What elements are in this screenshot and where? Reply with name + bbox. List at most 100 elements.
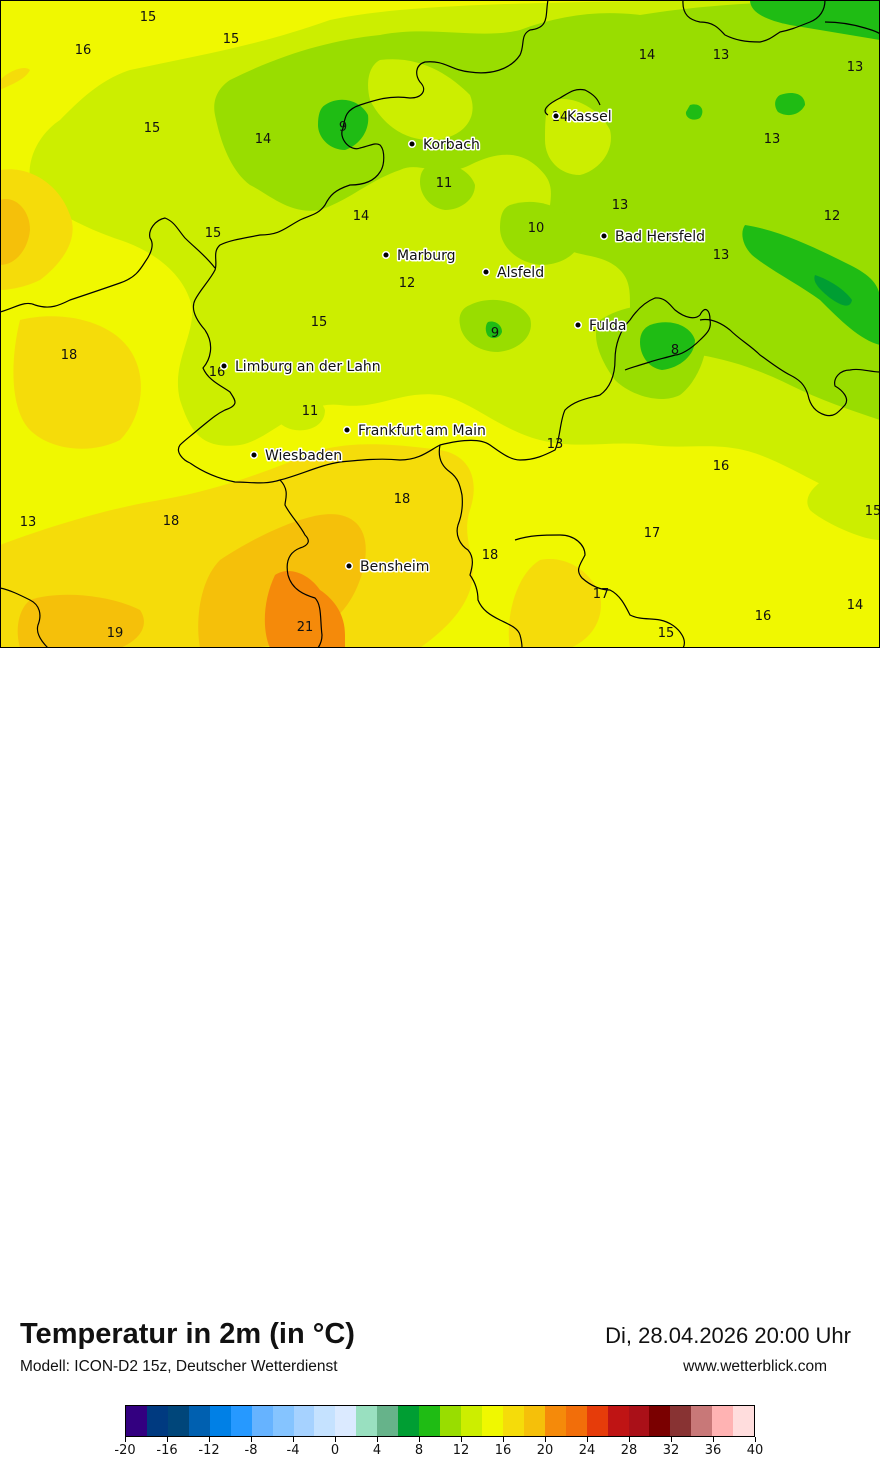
colorbar-tick-label: -4 <box>286 1443 300 1458</box>
colorbar-bin <box>502 1406 524 1436</box>
temperature-value: 13 <box>20 515 37 530</box>
city-dot-icon <box>481 267 491 277</box>
colorbar-tick <box>335 1437 336 1442</box>
city-label: Bensheim <box>360 559 429 575</box>
city-marker: Fulda <box>573 317 628 336</box>
colorbar-tick <box>545 1437 546 1442</box>
city-marker: Kassel <box>551 108 613 127</box>
colorbar-bin <box>167 1406 189 1436</box>
temperature-value: 15 <box>658 626 675 641</box>
city-dot-icon <box>249 450 259 460</box>
temperature-value: 15 <box>311 315 328 330</box>
colorbar-tick-label: 16 <box>494 1443 512 1458</box>
colorbar-bin <box>649 1406 671 1436</box>
colorbar-tick <box>377 1437 378 1442</box>
colorbar-bin <box>398 1406 420 1436</box>
temperature-value: 18 <box>163 514 180 529</box>
state-borders <box>0 0 880 648</box>
city-marker: Limburg an der Lahn <box>219 358 382 377</box>
temperature-value: 15 <box>144 121 161 136</box>
temperature-value: 14 <box>353 209 370 224</box>
temperature-value: 10 <box>528 221 545 236</box>
temperature-value: 16 <box>713 459 730 474</box>
colorbar-bin <box>146 1406 168 1436</box>
temperature-map: 15 15 16 14 13 13 14 9 15 14 13 11 13 14 12 10 15 13 12 15 1… <box>0 0 880 648</box>
website-link[interactable]: www.wetterblick.com <box>683 1358 827 1375</box>
temperature-value: 19 <box>107 626 124 641</box>
city-marker: Marburg <box>381 247 457 266</box>
colorbar-tick-label: 32 <box>662 1443 680 1458</box>
city-dot-icon <box>381 250 391 260</box>
colorbar-tick-label: 0 <box>330 1443 340 1458</box>
city-label: Fulda <box>589 318 627 334</box>
temperature-value: 12 <box>399 276 416 291</box>
colorbar-bin <box>544 1406 566 1436</box>
colorbar-bin <box>293 1406 315 1436</box>
city-dot-icon <box>551 111 561 121</box>
temperature-value: 15 <box>865 504 880 519</box>
temperature-value: 11 <box>302 404 319 419</box>
city-marker: Frankfurt am Main <box>342 422 487 441</box>
colorbar-tick-label: -8 <box>244 1443 258 1458</box>
temperature-value: 14 <box>255 132 272 147</box>
city-marker: Wiesbaden <box>249 447 344 466</box>
colorbar-bin <box>628 1406 650 1436</box>
city-label: Kassel <box>567 109 612 125</box>
colorbar-tick <box>461 1437 462 1442</box>
colorbar-tick-label: 4 <box>372 1443 382 1458</box>
temperature-value: 15 <box>223 32 240 47</box>
city-label: Frankfurt am Main <box>358 423 486 439</box>
city-marker: Bensheim <box>344 558 431 577</box>
city-label: Marburg <box>397 248 456 264</box>
temperature-value: 14 <box>847 598 864 613</box>
colorbar-bin <box>335 1406 357 1436</box>
colorbar-bin <box>314 1406 336 1436</box>
colorbar-tick-label: 24 <box>578 1443 596 1458</box>
colorbar-bin <box>209 1406 231 1436</box>
colorbar-tick <box>503 1437 504 1442</box>
colorbar-bin <box>356 1406 378 1436</box>
colorbar-tick-label: -16 <box>156 1443 178 1458</box>
colorbar-bin <box>251 1406 273 1436</box>
temperature-field: 15 15 16 14 13 13 14 9 15 14 13 11 13 14 12 10 15 13 12 15 1… <box>0 0 880 648</box>
city-dot-icon <box>219 361 229 371</box>
temperature-value: 9 <box>491 326 499 341</box>
city-label: Wiesbaden <box>265 448 342 464</box>
temperature-value: 13 <box>764 132 781 147</box>
colorbar-bin <box>188 1406 210 1436</box>
temperature-value: 15 <box>205 226 222 241</box>
temperature-value: 16 <box>755 609 772 624</box>
temperature-value: 13 <box>547 437 564 452</box>
temperature-value: 9 <box>339 120 347 135</box>
colorbar-tick <box>671 1437 672 1442</box>
temperature-value: 18 <box>394 492 411 507</box>
temperature-value: 13 <box>612 198 629 213</box>
temperature-value: 17 <box>593 587 610 602</box>
temperature-value: 13 <box>713 48 730 63</box>
model-subtitle: Modell: ICON-D2 15z, Deutscher Wetterdie… <box>20 1358 338 1375</box>
colorbar-ticks: -20 -16 -12 -8 -4 0 4 8 12 16 20 24 28 32 36 40 <box>114 1437 763 1467</box>
city-markers: Kassel Korbach Bad Hersfeld Marburg Alsfeld F… <box>219 108 707 577</box>
temperature-value: 18 <box>482 548 499 563</box>
temperature-value: 14 <box>588 320 605 335</box>
colorbar-tick <box>125 1437 126 1442</box>
colorbar-tick <box>293 1437 294 1442</box>
colorbar-bin <box>481 1406 503 1436</box>
colorbar-bin <box>377 1406 399 1436</box>
temperature-value: 8 <box>671 343 679 358</box>
colorbar-tick-label: 36 <box>704 1443 722 1458</box>
colorbar-tick <box>587 1437 588 1442</box>
colorbar-bin <box>712 1406 734 1436</box>
city-marker: Bad Hersfeld <box>599 228 707 247</box>
colorbar-tick-label: 20 <box>536 1443 554 1458</box>
colorbar-tick-label: 8 <box>414 1443 424 1458</box>
city-label: Limburg an der Lahn <box>235 359 381 375</box>
temperature-value: 12 <box>824 209 841 224</box>
city-dot-icon <box>599 231 609 241</box>
colorbar-tick <box>713 1437 714 1442</box>
colorbar-bin <box>126 1406 147 1436</box>
colorbar-tick-label: -20 <box>114 1443 136 1458</box>
temperature-value: 13 <box>713 248 730 263</box>
city-dot-icon <box>407 139 417 149</box>
temperature-value: 15 <box>140 10 157 25</box>
